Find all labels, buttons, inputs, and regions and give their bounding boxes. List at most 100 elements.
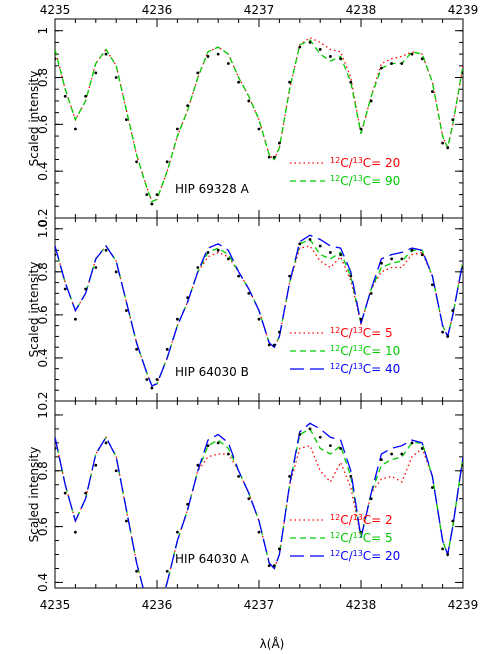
legend-entry: 12C/13C= 2	[330, 513, 393, 527]
series-line	[55, 36, 463, 203]
top-tick-label: 4238	[346, 3, 377, 17]
observed-point	[135, 347, 139, 351]
observed-point	[257, 317, 261, 321]
observed-point	[461, 266, 463, 269]
observed-point	[227, 452, 230, 456]
observed-point	[145, 378, 149, 381]
observed-point	[165, 347, 169, 351]
observed-point	[390, 62, 393, 65]
observed-point	[55, 447, 57, 450]
observed-point	[339, 57, 342, 61]
observed-point	[267, 564, 271, 568]
chart-panels: 0.2 0.4 0.6 0.8 1 Scaled intensity HIP 69328 A…	[27, 18, 464, 623]
y-tick-label: 0.8	[36, 262, 50, 281]
observed-point	[318, 435, 322, 439]
top-tick-label: 4235	[40, 3, 71, 17]
legend-entry: 12C/13C= 90	[330, 174, 400, 188]
observed-point	[446, 335, 450, 338]
y-tick-label: 0.8	[36, 68, 50, 87]
legend-entry: 12C/13C= 40	[330, 362, 400, 376]
observed-point	[339, 447, 342, 450]
observed-point	[135, 569, 139, 573]
observed-point	[349, 274, 353, 278]
observed-point	[272, 564, 276, 568]
observed-point	[206, 444, 210, 448]
panel-2: 0.2 0.4 0.6 0.8 1.0 Scaled intensity HIP 64030…	[27, 217, 464, 411]
observed-point	[298, 242, 302, 246]
observed-point	[176, 317, 179, 321]
y-tick-label: 1	[36, 27, 50, 35]
observed-point	[84, 491, 87, 495]
series-line	[55, 238, 463, 387]
y-tick-label: 1	[36, 411, 50, 419]
observed-point	[318, 48, 322, 51]
observed-point	[74, 317, 77, 321]
observed-point	[369, 291, 373, 295]
top-tick-label: 4236	[142, 3, 173, 17]
observed-point	[441, 547, 444, 551]
legend-entry: 12C/13C= 5	[330, 326, 393, 340]
series-line	[55, 39, 463, 203]
observed-point	[267, 155, 271, 159]
observed-point	[186, 502, 190, 506]
observed-point	[94, 463, 98, 467]
y-tick-label: 0.8	[36, 461, 50, 480]
y-tick-label: 0.2	[36, 391, 50, 410]
observed-point	[420, 447, 424, 450]
observed-point	[237, 274, 241, 278]
observed-point	[206, 55, 210, 58]
x-axis-label: λ(Å)	[260, 636, 285, 651]
panel-label: HIP 69328 A	[175, 182, 250, 196]
bottom-tick-label: 4235	[40, 598, 71, 612]
observed-point	[390, 452, 393, 456]
observed-point	[114, 270, 118, 274]
observed-point	[55, 253, 57, 256]
observed-point	[329, 444, 332, 448]
observed-point	[165, 160, 169, 164]
y-tick-label: 0.6	[36, 115, 50, 134]
observed-point	[227, 62, 230, 65]
observed-point	[431, 90, 434, 93]
observed-point	[196, 71, 200, 75]
bottom-tick-label: 4239	[448, 598, 479, 612]
series-line	[55, 422, 463, 588]
observed-point	[308, 427, 312, 431]
observed-point	[237, 80, 241, 84]
observed-point	[441, 141, 444, 145]
observed-point	[420, 57, 424, 61]
observed-point	[420, 253, 424, 256]
observed-point	[288, 274, 291, 278]
y-axis-label: Scaled intensity	[27, 447, 41, 543]
observed-point	[94, 266, 98, 269]
observed-point	[74, 127, 77, 131]
observed-point	[446, 553, 450, 556]
observed-point	[84, 94, 87, 98]
observed-point	[400, 257, 404, 261]
observed-point	[257, 127, 261, 131]
y-axis-label: Scaled intensity	[27, 262, 41, 358]
observed-point	[288, 474, 291, 478]
observed-point	[196, 463, 200, 467]
observed-point	[186, 104, 190, 108]
observed-point	[176, 127, 179, 131]
observed-point	[349, 474, 353, 478]
y-axis-label: Scaled intensity	[27, 71, 41, 167]
observed-point	[150, 202, 154, 206]
observed-point	[151, 620, 154, 623]
observed-point	[272, 343, 276, 347]
observed-point	[125, 118, 128, 122]
observed-point	[278, 330, 281, 334]
observed-point	[104, 441, 108, 445]
observed-point	[216, 52, 220, 56]
y-tick-label: 0.4	[36, 348, 50, 367]
panel-1: 0.2 0.4 0.6 0.8 1 Scaled intensity HIP 69328 A…	[27, 18, 464, 228]
observed-point	[227, 257, 230, 261]
observed-point	[359, 317, 363, 321]
observed-point	[380, 66, 383, 70]
observed-point	[410, 248, 414, 252]
observed-point	[55, 57, 57, 61]
y-tick-label: 0.2	[36, 208, 50, 227]
y-tick-label: 1.0	[36, 219, 50, 238]
observed-point	[114, 469, 118, 473]
observed-point	[359, 530, 363, 534]
